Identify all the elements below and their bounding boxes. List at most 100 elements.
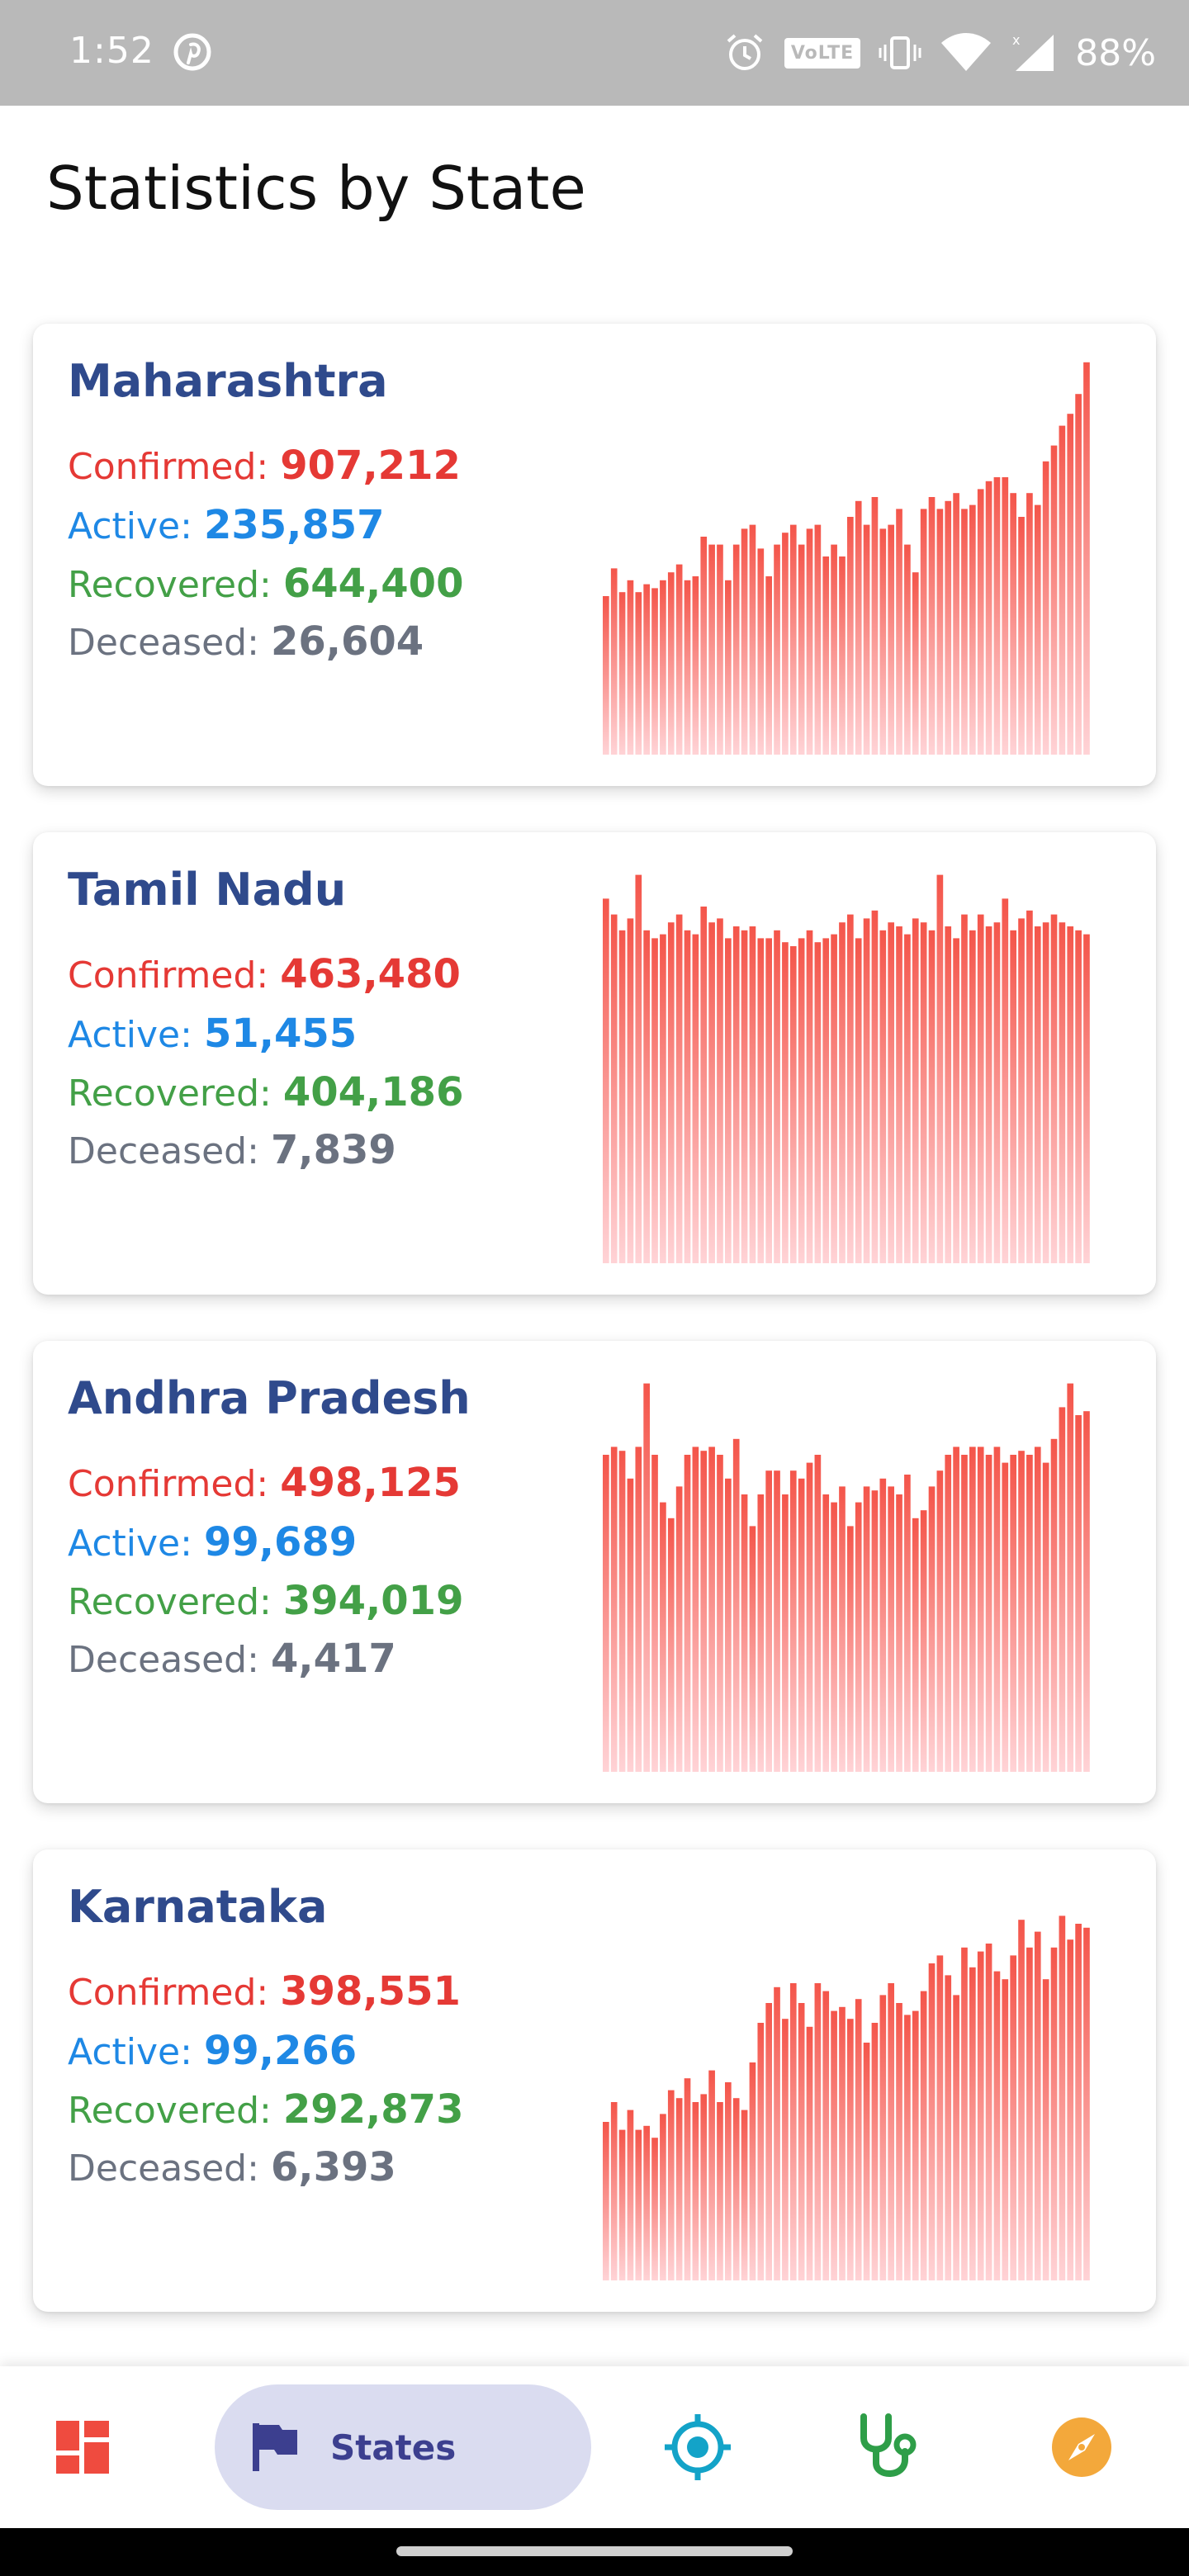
state-card-maharashtra[interactable]: Maharashtra Confirmed: 907,212 Active: 2… — [33, 324, 1156, 786]
chart-bar — [969, 1967, 976, 2280]
chart-bar — [757, 2023, 765, 2280]
deceased-stat: Deceased: 4,417 — [68, 1636, 396, 1682]
chart-bar — [1018, 1451, 1025, 1772]
chart-bar — [969, 1447, 976, 1772]
chart-bar — [741, 528, 748, 755]
home-handle[interactable] — [396, 2546, 793, 2556]
chart-bar — [725, 2082, 732, 2280]
chart-bar — [839, 2006, 846, 2280]
chart-bar — [953, 493, 959, 755]
active-value: 99,266 — [203, 2028, 358, 2074]
chart-bar — [822, 938, 830, 1263]
chart-bar — [643, 930, 650, 1263]
chart-bar — [667, 1518, 675, 1772]
chart-bar — [603, 898, 609, 1263]
state-card-tamil-nadu[interactable]: Tamil Nadu Confirmed: 463,480 Active: 51… — [33, 832, 1156, 1295]
chart-bar — [627, 580, 634, 755]
state-card-karnataka[interactable]: Karnataka Confirmed: 398,551 Active: 99,… — [33, 1849, 1156, 2312]
deceased-label: Deceased: — [68, 1639, 259, 1681]
chart-bar — [928, 1486, 936, 1772]
svg-text:x: x — [1012, 32, 1020, 48]
chart-bar — [831, 544, 837, 755]
chart-bar — [1083, 362, 1090, 755]
status-time: 1:52 — [69, 30, 154, 72]
deceased-value: 7,839 — [270, 1127, 396, 1173]
chart-bar — [667, 922, 675, 1263]
nav-states[interactable]: States — [215, 2384, 591, 2510]
chart-bar — [888, 1983, 894, 2280]
chart-bar — [920, 509, 927, 755]
nav-location[interactable] — [644, 2366, 751, 2528]
chart-bar — [1034, 1931, 1041, 2280]
chart-bar — [1034, 504, 1041, 755]
chart-bar — [675, 1486, 683, 1772]
chart-bar — [847, 517, 854, 755]
chart-bar — [871, 1490, 879, 1772]
chart-bar — [896, 509, 902, 755]
chart-bar — [684, 2078, 691, 2280]
chart-bar — [675, 2098, 683, 2280]
chart-bar — [985, 1455, 992, 1772]
dashboard-icon — [56, 2421, 109, 2474]
confirmed-stat: Confirmed: 498,125 — [68, 1460, 461, 1506]
confirmed-value: 463,480 — [280, 951, 461, 997]
recovered-label: Recovered: — [68, 1073, 272, 1115]
chart-bar — [1050, 1947, 1058, 2280]
chart-bar — [732, 1438, 740, 1772]
chart-bar — [1075, 1415, 1082, 1772]
crosshair-icon — [665, 2414, 731, 2480]
chart-bar — [1018, 918, 1025, 1263]
chart-bar — [969, 504, 976, 755]
chart-bar — [708, 922, 715, 1263]
chart-bar — [879, 1995, 887, 2280]
chart-bar — [1067, 1939, 1074, 2280]
nav-dashboard[interactable] — [33, 2366, 132, 2528]
chart-bar — [1010, 930, 1016, 1263]
chart-bar — [651, 938, 658, 1263]
chart-bar — [888, 922, 894, 1263]
nav-states-label: States — [330, 2427, 457, 2468]
chart-bar — [700, 2094, 708, 2280]
chart-bar — [725, 580, 732, 755]
chart-bar — [912, 572, 919, 755]
flag-icon — [253, 2423, 297, 2471]
chart-bar — [692, 1447, 699, 1772]
chart-bar — [879, 528, 887, 755]
chart-bar — [618, 930, 626, 1263]
state-card-andhra-pradesh[interactable]: Andhra Pradesh Confirmed: 498,125 Active… — [33, 1341, 1156, 1803]
chart-bar — [757, 938, 765, 1263]
chart-bar — [961, 1947, 968, 2280]
chart-bar — [798, 544, 805, 755]
chart-bar — [961, 914, 968, 1263]
nav-explore[interactable] — [1032, 2366, 1131, 2528]
chart-bar — [749, 926, 756, 1263]
nav-health[interactable] — [834, 2366, 941, 2528]
chart-bar — [757, 1494, 765, 1772]
chart-bar — [920, 1991, 927, 2280]
recovered-value: 404,186 — [282, 1069, 464, 1115]
chart-bar — [1042, 461, 1049, 755]
chart-bar — [912, 918, 919, 1263]
volte-icon: VoLTE — [784, 37, 861, 69]
chart-bar — [912, 1518, 919, 1772]
chart-bar — [643, 584, 650, 755]
pinterest-icon — [173, 33, 211, 71]
chart-bar — [732, 926, 740, 1263]
chart-bar — [782, 942, 789, 1263]
chart-bar — [741, 1494, 748, 1772]
confirmed-value: 398,551 — [280, 1968, 461, 2015]
chart-bar — [643, 1383, 650, 1772]
daily-cases-chart — [603, 874, 1090, 1263]
chart-bar — [953, 1447, 959, 1772]
chart-bar — [822, 1991, 830, 2280]
active-label: Active: — [68, 505, 192, 547]
state-name: Andhra Pradesh — [68, 1372, 471, 1424]
chart-bar — [879, 930, 887, 1263]
chart-bar — [993, 1447, 1001, 1772]
chart-bar — [945, 500, 952, 755]
chart-bar — [700, 1451, 708, 1772]
chart-bar — [610, 914, 618, 1263]
stethoscope-icon — [860, 2413, 917, 2477]
chart-bar — [945, 1455, 952, 1772]
chart-bar — [1042, 1979, 1049, 2280]
